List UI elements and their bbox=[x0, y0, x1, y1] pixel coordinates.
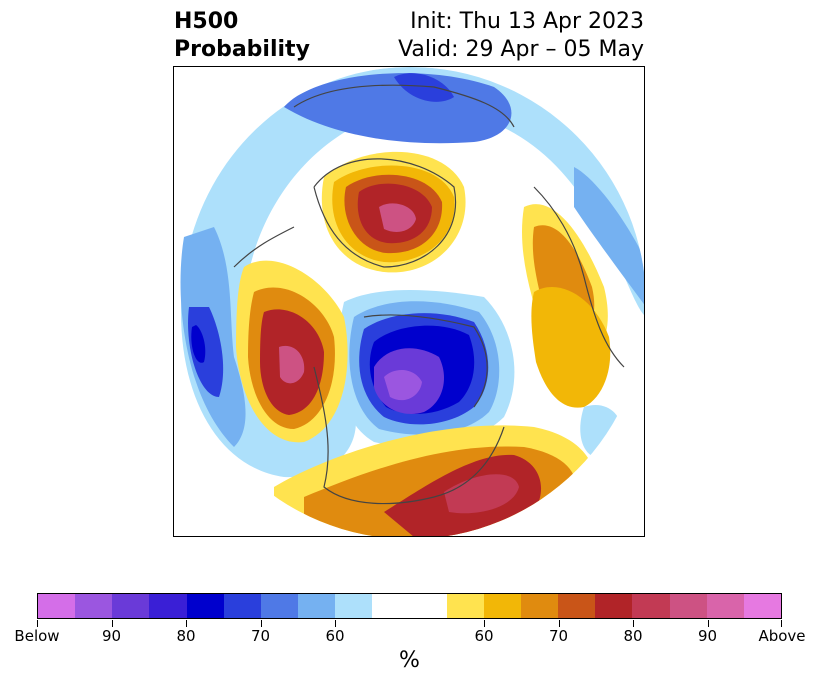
colorbar-segment bbox=[372, 594, 447, 618]
colorbar-segment bbox=[669, 594, 707, 618]
colorbar-segment bbox=[112, 594, 150, 618]
colorbar-tick-label: 60 bbox=[325, 627, 345, 645]
colorbar-tick-label: 70 bbox=[250, 627, 271, 645]
colorbar-segment bbox=[298, 594, 336, 618]
greenland-coastline bbox=[313, 158, 457, 268]
alaska-coastline bbox=[233, 226, 295, 268]
colorbar-tick bbox=[111, 620, 113, 627]
colorbar-segment bbox=[260, 594, 299, 618]
coastlines-and-borders bbox=[233, 84, 625, 505]
colorbar-tick-label: 60 bbox=[474, 627, 494, 645]
forecast-dates: Init: Thu 13 Apr 2023 Valid: 29 Apr – 05… bbox=[398, 8, 644, 64]
colorbar-tick bbox=[186, 620, 187, 627]
north-america-coastline bbox=[313, 366, 505, 505]
colorbar-segment bbox=[483, 594, 522, 618]
europe-coastline bbox=[293, 84, 515, 128]
colorbar-unit-label: % bbox=[399, 648, 420, 673]
colorbar-segment bbox=[558, 594, 596, 618]
colorbar-tick-label: 70 bbox=[548, 627, 569, 645]
shaded-probability-field bbox=[174, 67, 644, 536]
colorbar-tick bbox=[707, 620, 709, 627]
chart-title: H500 Probability bbox=[174, 8, 310, 64]
colorbar-tick bbox=[37, 620, 38, 627]
colorbar-tick-label: 90 bbox=[101, 627, 122, 645]
contour-above-90-alaska bbox=[279, 345, 305, 384]
colorbar-tick bbox=[260, 620, 262, 627]
contour-below-60-siberia bbox=[574, 167, 644, 307]
colorbar-tick bbox=[558, 620, 560, 627]
colorbar-tick-label: 80 bbox=[176, 627, 196, 645]
colorbar-segment bbox=[75, 594, 113, 618]
colorbar-segment bbox=[223, 594, 261, 618]
asia-coastline bbox=[533, 186, 625, 368]
init-date-label: Init: Thu 13 Apr 2023 bbox=[410, 9, 644, 34]
colorbar-segment bbox=[706, 594, 744, 618]
colorbar-segment bbox=[632, 594, 670, 618]
hudson-bay-coastline bbox=[363, 314, 488, 408]
colorbar-tick-labels: Below 90 80 70 60 60 70 80 90 Above bbox=[0, 627, 819, 647]
contour-above-90-greenland bbox=[379, 203, 416, 232]
colorbar-segment bbox=[38, 594, 76, 618]
colorbar-tick bbox=[633, 620, 634, 627]
colorbar-segment bbox=[521, 594, 559, 618]
colorbar-tick-label: Below bbox=[14, 627, 60, 645]
colorbar-segment bbox=[149, 594, 187, 618]
valid-date-label: Valid: 29 Apr – 05 May bbox=[398, 37, 644, 62]
title-variable: H500 bbox=[174, 9, 239, 34]
probability-map bbox=[173, 66, 645, 537]
contour-below-70-europe bbox=[284, 73, 512, 144]
colorbar-segment bbox=[743, 594, 782, 618]
colorbar-tick-label: 80 bbox=[623, 627, 643, 645]
colorbar-tick-label: 90 bbox=[697, 627, 718, 645]
colorbar-ticks bbox=[37, 620, 782, 632]
colorbar-segment bbox=[595, 594, 633, 618]
colorbar-tick bbox=[781, 620, 782, 627]
contour-above-65-east bbox=[531, 287, 611, 408]
colorbar-tick bbox=[335, 620, 336, 627]
colorbar-segment bbox=[446, 594, 484, 618]
colorbar-segment bbox=[335, 594, 373, 618]
colorbar-segment bbox=[186, 594, 224, 618]
colorbar-tick-label: Above bbox=[758, 627, 806, 645]
contour-below-80-europe bbox=[394, 73, 454, 102]
map-canvas bbox=[174, 67, 644, 536]
title-metric: Probability bbox=[174, 37, 310, 62]
probability-colorbar bbox=[37, 593, 782, 619]
contour-below-90-pacific bbox=[191, 325, 206, 363]
contour-below-95-canada bbox=[384, 370, 422, 401]
colorbar-tick bbox=[484, 620, 485, 627]
